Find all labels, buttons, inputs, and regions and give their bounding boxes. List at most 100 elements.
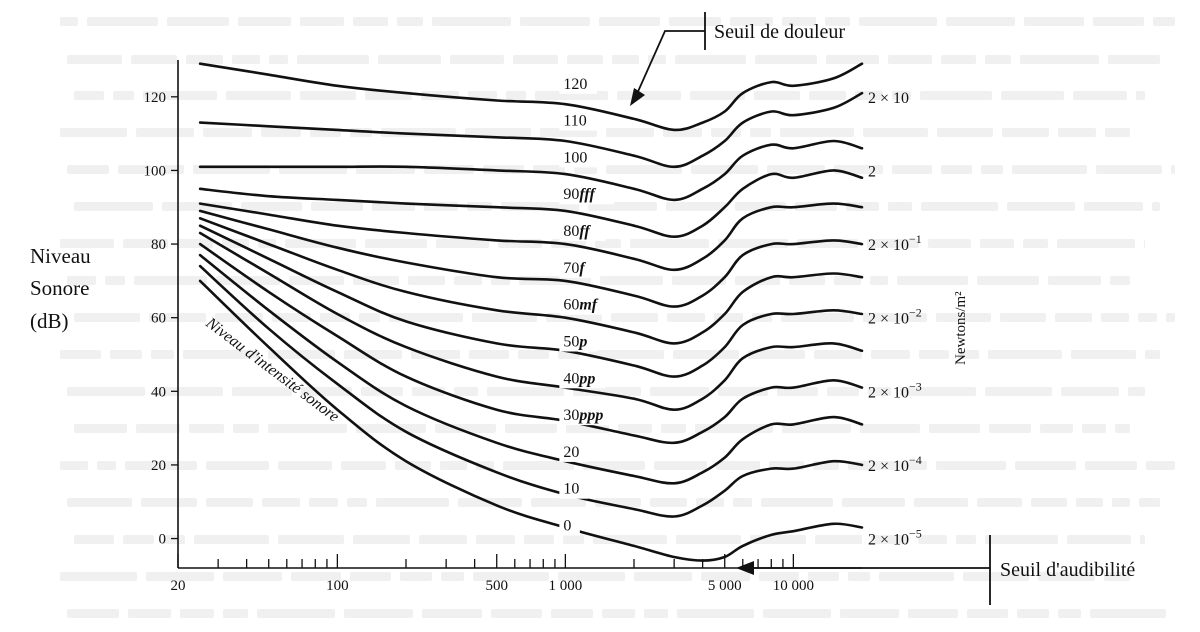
- faded-text-fragment: [1058, 609, 1081, 618]
- faded-text-fragment: [365, 239, 427, 248]
- faded-text-fragment: [1055, 313, 1092, 322]
- faded-text-fragment: [524, 535, 554, 544]
- faded-text-fragment: [826, 55, 879, 64]
- faded-text-fragment: [1000, 313, 1046, 322]
- faded-text-fragment: [344, 350, 402, 359]
- faded-text-fragment: [146, 572, 214, 581]
- curve-label-backdrop: [559, 111, 597, 131]
- curve-40pp: [198, 231, 864, 411]
- curve-label-50p: 50p: [563, 333, 587, 350]
- curve-label-120: 120: [563, 76, 587, 93]
- faded-text-fragment: [74, 313, 140, 322]
- faded-text-fragment: [110, 350, 142, 359]
- faded-text-fragment: [67, 165, 109, 174]
- faded-text-fragment: [1139, 498, 1160, 507]
- faded-text-fragment: [60, 17, 78, 26]
- curve-label-40pp: 40pp: [563, 370, 595, 387]
- faded-text-fragment: [989, 424, 1031, 433]
- faded-text-fragment: [567, 55, 603, 64]
- faded-text-fragment: [666, 202, 726, 211]
- faded-text-fragment: [777, 387, 818, 396]
- curve-label-backdrop: [559, 258, 597, 278]
- faded-text-fragment: [977, 276, 1039, 285]
- faded-text-fragment: [551, 609, 593, 618]
- y-axis-title-line-3: (dB): [30, 309, 69, 333]
- faded-text-fragment: [97, 461, 116, 470]
- y-tick-label: 0: [159, 532, 167, 548]
- curve-120: [198, 62, 864, 132]
- faded-text-fragment: [311, 202, 363, 211]
- curve-label-backdrop: [559, 406, 614, 426]
- faded-text-fragment: [67, 276, 96, 285]
- faded-text-fragment: [473, 572, 549, 581]
- faded-text-fragment: [593, 535, 667, 544]
- y-axis-title-line-2: Sonore: [30, 276, 90, 300]
- curve-0: [198, 279, 864, 562]
- curve-labels: 12011010090fff80ff70f60mf50p40pp30ppp201…: [559, 74, 614, 536]
- faded-text-fragment: [269, 55, 288, 64]
- faded-text-fragment: [691, 165, 758, 174]
- faded-text-fragment: [654, 461, 707, 470]
- faded-text-fragment: [1140, 535, 1145, 544]
- faded-text-fragment: [888, 55, 932, 64]
- faded-text-fragment: [60, 572, 137, 581]
- faded-text-fragment: [469, 350, 509, 359]
- curve-label-backdrop: [559, 185, 614, 205]
- faded-text-fragment: [491, 609, 542, 618]
- faded-text-fragment: [1101, 313, 1129, 322]
- faded-text-fragment: [432, 17, 511, 26]
- faded-text-fragment: [134, 276, 207, 285]
- pain-threshold-text: Seuil de douleur: [714, 21, 845, 43]
- faded-text-fragment: [60, 128, 127, 137]
- faded-text-fragment: [1038, 572, 1095, 581]
- faded-text-fragment: [1108, 55, 1160, 64]
- faded-text-fragment: [74, 202, 153, 211]
- faded-text-fragment: [154, 387, 223, 396]
- faded-text-fragment: [67, 55, 122, 64]
- faded-text-fragment: [595, 239, 621, 248]
- faded-text-fragment: [422, 609, 482, 618]
- faded-text-fragment: [450, 55, 504, 64]
- faded-text-fragment: [216, 276, 280, 285]
- faded-text-fragment: [612, 55, 639, 64]
- faded-text-fragment: [650, 498, 687, 507]
- faded-text-fragment: [350, 572, 391, 581]
- faded-text-fragment: [411, 350, 460, 359]
- faded-text-fragment: [87, 17, 158, 26]
- faded-text-fragment: [763, 609, 831, 618]
- faded-text-fragment: [1024, 17, 1084, 26]
- curve-label-backdrop: [559, 222, 606, 242]
- faded-text-fragment: [754, 91, 800, 100]
- faded-text-fragment: [958, 350, 979, 359]
- faded-text-fragment: [113, 91, 134, 100]
- pressure-label: 2 × 10: [868, 90, 909, 107]
- faded-text-fragment: [946, 17, 1015, 26]
- faded-text-fragment: [1171, 165, 1175, 174]
- faded-text-fragment: [1110, 276, 1130, 285]
- faded-text-fragment: [289, 276, 344, 285]
- faded-text-fragment: [860, 424, 920, 433]
- pressure-label: 2 × 10−4: [868, 453, 922, 475]
- pressure-label: 2 × 10−3: [868, 379, 922, 401]
- faded-text-fragment: [914, 498, 968, 507]
- faded-text-fragment: [436, 239, 489, 248]
- faded-text-fragment: [1090, 609, 1166, 618]
- faded-text-fragment: [320, 313, 350, 322]
- faded-text-fragment: [718, 387, 768, 396]
- faded-text-fragment: [162, 202, 232, 211]
- faded-text-fragment: [1128, 387, 1145, 396]
- faded-text-fragment: [520, 17, 590, 26]
- curve-label-backdrop: [559, 442, 589, 462]
- pressure-label: 2 × 10−5: [868, 527, 922, 549]
- faded-text-fragment: [546, 313, 602, 322]
- hearing-threshold-callout: Seuil d'audibilité: [736, 535, 1135, 605]
- faded-text-fragment: [1017, 609, 1049, 618]
- pressure-label: 2 × 10−2: [868, 306, 922, 328]
- curve-label-100: 100: [563, 149, 587, 166]
- faded-text-fragment: [1138, 313, 1157, 322]
- faded-text-fragment: [1048, 276, 1101, 285]
- faded-text-fragment: [701, 572, 750, 581]
- faded-text-fragment: [606, 165, 682, 174]
- faded-text-fragment: [128, 609, 171, 618]
- faded-text-fragment: [309, 498, 338, 507]
